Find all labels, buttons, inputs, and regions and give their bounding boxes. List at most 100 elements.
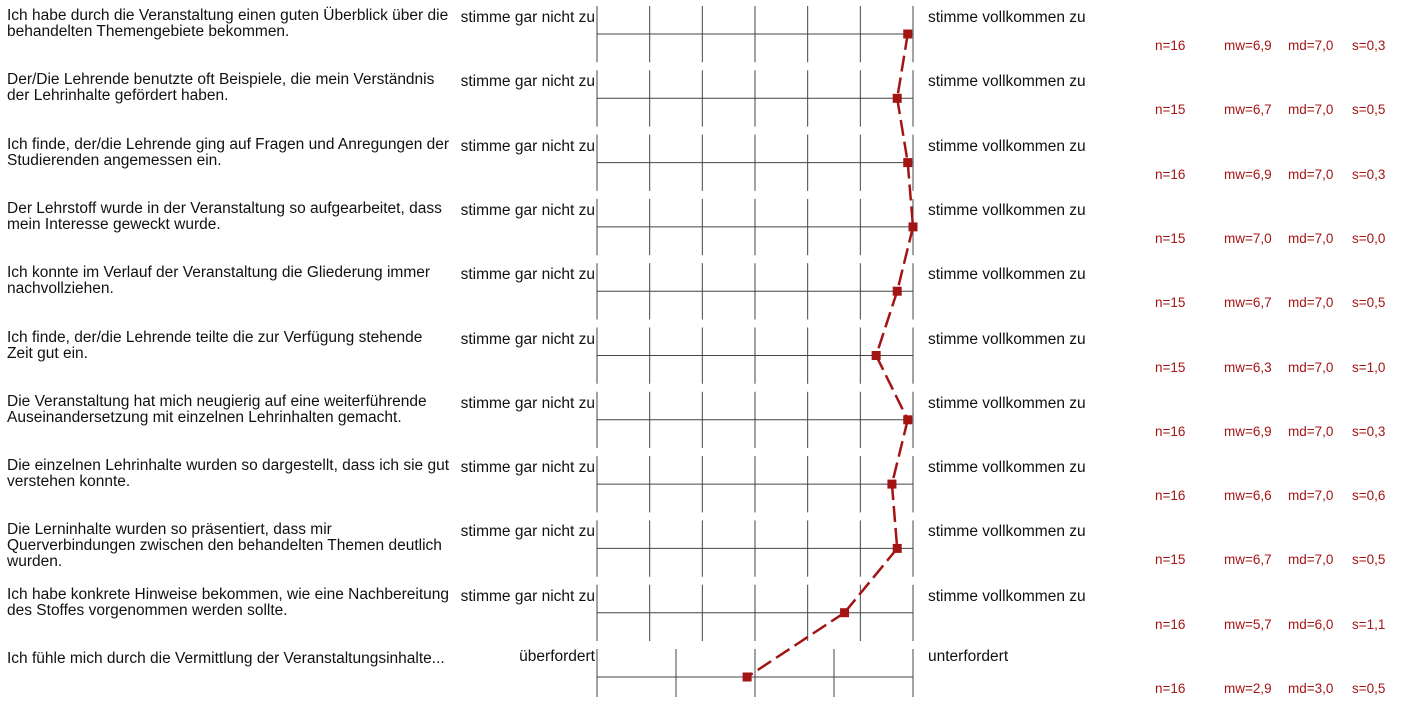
question-text: Ich finde, der/die Lehrende ging auf Fra… <box>7 135 450 169</box>
scale-grid <box>596 134 914 191</box>
scale-right-label: stimme vollkommen zu <box>928 523 1086 541</box>
stat-n: n=15 <box>1155 359 1186 375</box>
question-text: Der Lehrstoff wurde in der Veranstaltung… <box>7 199 442 233</box>
stat-median: md=7,0 <box>1288 102 1334 118</box>
question-text: Ich habe durch die Veranstaltung einen g… <box>7 7 449 40</box>
profile-line-segment <box>890 483 899 549</box>
question-row: Die Veranstaltung hat mich neugierig auf… <box>0 388 1407 452</box>
scale-left-label: stimme gar nicht zu <box>460 523 595 541</box>
profile-line-segment <box>890 419 909 485</box>
profile-line-segment <box>875 354 909 421</box>
scale-right-label: stimme vollkommen zu <box>928 394 1086 412</box>
mean-marker <box>908 222 918 232</box>
stat-median: md=7,0 <box>1288 295 1334 311</box>
scale-left-label: stimme gar nicht zu <box>460 201 595 219</box>
scale-left-label: stimme gar nicht zu <box>460 266 595 284</box>
stat-mean: mw=6,7 <box>1224 102 1272 118</box>
stat-median: md=7,0 <box>1288 488 1334 504</box>
mean-marker <box>871 351 881 360</box>
stat-mean: mw=6,9 <box>1224 166 1272 182</box>
scale-right-label: stimme vollkommen zu <box>928 587 1086 605</box>
stat-n: n=16 <box>1155 423 1186 439</box>
stat-median: md=7,0 <box>1288 552 1334 568</box>
question-text: Ich konnte im Verlauf der Veranstaltung … <box>7 264 431 298</box>
question-text: Ich habe konkrete Hinweise bekommen, wie… <box>7 585 449 619</box>
scale-grid <box>596 520 914 577</box>
stat-n: n=16 <box>1155 38 1186 53</box>
stat-median: md=7,0 <box>1288 423 1334 439</box>
stat-n: n=16 <box>1155 166 1186 182</box>
stat-n: n=16 <box>1155 681 1186 696</box>
question-row: Ich finde, der/die Lehrende ging auf Fra… <box>0 131 1407 195</box>
question-row: Ich habe konkrete Hinweise bekommen, wie… <box>0 581 1407 645</box>
question-text: Ich finde, der/die Lehrende teilte die z… <box>7 328 423 362</box>
scale-grid <box>596 584 914 641</box>
stat-mean: mw=6,6 <box>1224 488 1272 504</box>
stat-sd: s=1,1 <box>1352 616 1386 632</box>
scale-grid <box>596 263 914 320</box>
mean-marker <box>903 158 913 168</box>
stat-mean: mw=6,9 <box>1224 423 1272 439</box>
scale-left-label: stimme gar nicht zu <box>460 330 595 348</box>
question-text: Der/Die Lehrende benutzte oft Beispiele,… <box>7 71 435 105</box>
question-row: Ich fühle mich durch die Vermittlung der… <box>0 645 1407 709</box>
scale-right-label: stimme vollkommen zu <box>928 73 1086 91</box>
stat-median: md=7,0 <box>1288 38 1334 53</box>
mean-marker <box>903 29 913 39</box>
profile-line-segment <box>895 98 909 163</box>
stat-median: md=7,0 <box>1288 230 1334 246</box>
scale-left-label: überfordert <box>519 648 595 665</box>
profile-line-segment <box>906 162 915 228</box>
scale-grid <box>596 198 914 256</box>
stat-n: n=16 <box>1155 616 1186 632</box>
question-text: Die einzelnen Lehrinhalte wurden so darg… <box>7 457 450 491</box>
scale-left-label: stimme gar nicht zu <box>460 587 595 605</box>
mean-marker <box>887 479 897 489</box>
mean-marker <box>840 608 850 618</box>
stat-n: n=15 <box>1155 102 1186 118</box>
mean-marker <box>892 93 902 103</box>
stat-mean: mw=6,7 <box>1224 552 1272 568</box>
scale-right-label: stimme vollkommen zu <box>928 266 1086 284</box>
stat-sd: s=0,3 <box>1352 423 1386 439</box>
mean-marker <box>742 672 752 682</box>
scale-left-label: stimme gar nicht zu <box>460 73 595 91</box>
question-text: Die Veranstaltung hat mich neugierig auf… <box>7 392 427 426</box>
scale-right-label: stimme vollkommen zu <box>928 201 1086 219</box>
scale-right-label: stimme vollkommen zu <box>928 137 1086 155</box>
question-row: Der/Die Lehrende benutzte oft Beispiele,… <box>0 66 1407 130</box>
question-row: Die Lerninhalte wurden so präsentiert, d… <box>0 516 1407 580</box>
stat-sd: s=0,5 <box>1352 681 1386 696</box>
profile-line-segment <box>746 611 846 679</box>
stat-mean: mw=2,9 <box>1224 681 1272 696</box>
stat-sd: s=0,6 <box>1352 488 1386 504</box>
stat-sd: s=0,3 <box>1352 166 1386 182</box>
stat-median: md=3,0 <box>1288 681 1334 696</box>
stat-n: n=15 <box>1155 552 1186 568</box>
stat-median: md=6,0 <box>1288 616 1334 632</box>
scale-grid <box>596 70 914 127</box>
stat-median: md=7,0 <box>1288 359 1334 375</box>
profile-line-segment <box>874 290 899 356</box>
scale-left-label: stimme gar nicht zu <box>460 137 595 155</box>
stat-sd: s=1,0 <box>1352 359 1386 375</box>
mean-marker <box>903 415 913 425</box>
stat-mean: mw=7,0 <box>1224 230 1272 246</box>
stat-sd: s=0,5 <box>1352 295 1386 311</box>
question-text: Ich fühle mich durch die Vermittlung der… <box>7 650 445 667</box>
stat-sd: s=0,0 <box>1352 230 1386 246</box>
scale-right-label: stimme vollkommen zu <box>928 9 1086 26</box>
mean-marker <box>892 286 902 296</box>
mean-marker <box>892 543 902 553</box>
stat-sd: s=0,3 <box>1352 38 1386 53</box>
scale-right-label: unterfordert <box>928 648 1009 665</box>
scale-grid <box>596 391 914 449</box>
question-row: Ich habe durch die Veranstaltung einen g… <box>0 2 1407 66</box>
profile-line-segment <box>843 547 899 614</box>
stat-n: n=16 <box>1155 488 1186 504</box>
scale-grid <box>596 327 914 384</box>
stat-mean: mw=6,7 <box>1224 295 1272 311</box>
scale-grid <box>596 649 914 697</box>
scale-left-label: stimme gar nicht zu <box>460 394 595 412</box>
